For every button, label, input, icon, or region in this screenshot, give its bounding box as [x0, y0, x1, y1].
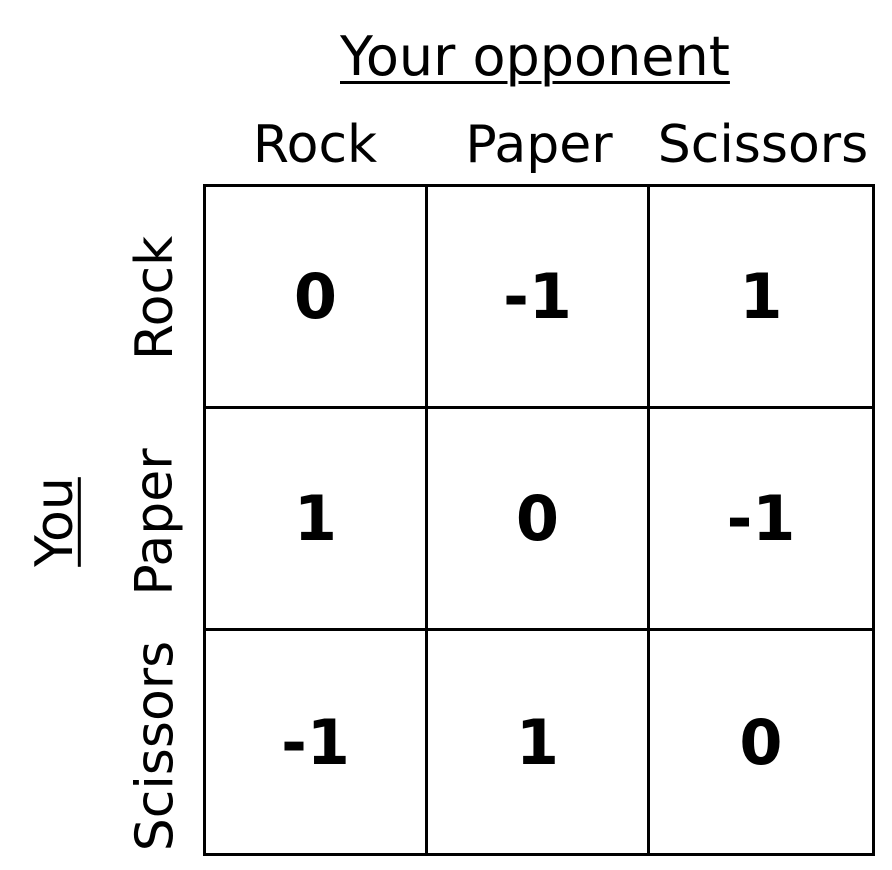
matrix-cell-rock-rock: 0 — [206, 187, 428, 409]
row-header-paper-text: Paper — [125, 448, 186, 596]
matrix-cell-rock-scissors: 1 — [650, 187, 872, 409]
matrix-cell-paper-rock: 1 — [206, 409, 428, 631]
column-header-rock: Rock — [252, 115, 378, 175]
opponent-axis-title: Your opponent — [340, 25, 730, 88]
row-header-rock: Rock — [100, 186, 210, 410]
you-axis-title: You — [0, 410, 110, 634]
you-axis-title-text: You — [24, 477, 85, 567]
row-header-paper: Paper — [100, 410, 210, 634]
matrix-cell-scissors-rock: -1 — [206, 631, 428, 853]
matrix-cell-scissors-paper: 1 — [428, 631, 650, 853]
row-header-rock-text: Rock — [125, 235, 185, 361]
payoff-matrix: 0 -1 1 1 0 -1 -1 1 0 — [203, 184, 875, 856]
row-header-scissors-text: Scissors — [125, 640, 186, 852]
column-header-scissors: Scissors — [657, 115, 869, 175]
matrix-cell-scissors-scissors: 0 — [739, 705, 783, 779]
row-header-scissors: Scissors — [100, 634, 210, 858]
matrix-cell-paper-scissors: -1 — [650, 409, 872, 631]
matrix-cell-paper-paper: 0 — [428, 409, 650, 631]
matrix-cell-rock-paper: -1 — [428, 187, 650, 409]
column-header-paper: Paper — [465, 115, 613, 175]
